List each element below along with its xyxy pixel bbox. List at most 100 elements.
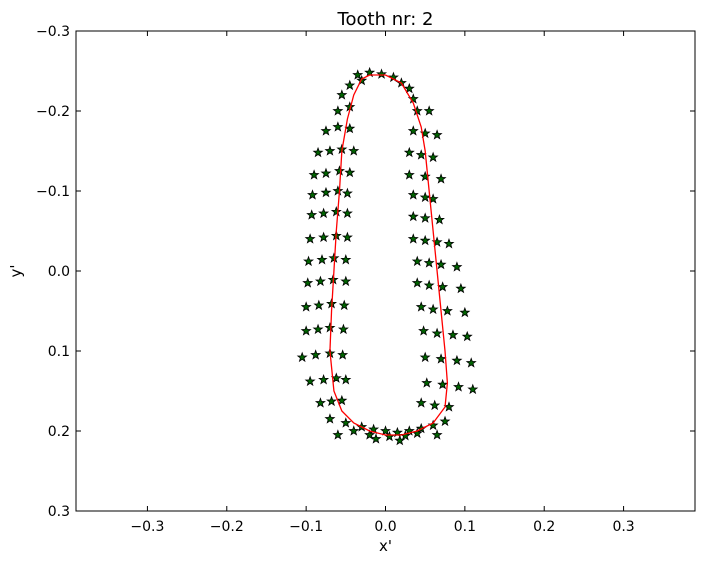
star-marker xyxy=(337,349,349,360)
star-marker xyxy=(303,255,315,267)
star-marker xyxy=(423,105,435,116)
star-marker xyxy=(320,125,332,136)
star-marker xyxy=(341,207,353,219)
y-tick-label: 0.3 xyxy=(48,504,70,520)
y-tick-label: 0.1 xyxy=(48,344,70,360)
star-marker xyxy=(437,281,449,292)
star-marker xyxy=(411,277,423,288)
star-marker xyxy=(318,374,330,385)
star-marker xyxy=(453,381,464,392)
star-marker xyxy=(348,425,360,436)
star-marker xyxy=(435,353,447,364)
star-marker xyxy=(312,323,324,335)
star-marker xyxy=(407,125,419,136)
star-marker xyxy=(368,423,380,435)
star-marker xyxy=(337,323,349,335)
star-marker xyxy=(467,383,479,395)
y-tick-label: −0.1 xyxy=(36,184,70,200)
star-marker xyxy=(437,378,449,390)
star-marker xyxy=(324,145,336,156)
star-marker xyxy=(340,417,352,428)
star-marker xyxy=(352,69,364,80)
star-marker xyxy=(419,351,431,363)
star-marker xyxy=(313,299,325,311)
star-marker xyxy=(429,399,441,411)
star-marker xyxy=(433,214,445,225)
star-marker xyxy=(421,377,433,388)
star-marker xyxy=(461,330,473,342)
star-marker xyxy=(340,275,352,287)
star-marker xyxy=(344,166,356,178)
star-marker xyxy=(326,395,338,407)
star-marker xyxy=(296,351,308,363)
star-marker xyxy=(431,429,443,440)
ticks-layer: −0.3 −0.2 −0.1 0.0 0.1 0.2 0.3 −0.3 −0.2 −0.1 0.0 0… xyxy=(36,24,695,535)
star-marker xyxy=(403,146,415,158)
plot-layer xyxy=(296,66,479,446)
y-tick-label: −0.3 xyxy=(36,24,70,40)
plot-background xyxy=(76,31,695,511)
star-marker xyxy=(415,301,427,312)
star-marker xyxy=(418,325,430,336)
star-marker xyxy=(435,173,447,184)
star-marker xyxy=(324,413,336,424)
star-marker xyxy=(316,254,328,265)
star-marker xyxy=(419,234,431,246)
star-marker xyxy=(332,121,344,132)
star-marker xyxy=(370,433,382,444)
star-marker xyxy=(332,429,344,440)
star-marker xyxy=(336,394,348,406)
star-marker xyxy=(333,165,345,176)
chart-title: Tooth nr: 2 xyxy=(337,9,434,30)
star-marker xyxy=(332,105,344,116)
star-marker xyxy=(314,397,326,408)
star-marker xyxy=(423,279,435,291)
star-marker xyxy=(318,207,330,219)
y-tick-label: 0.2 xyxy=(48,424,70,440)
star-marker xyxy=(304,233,316,244)
y-tick-label: −0.2 xyxy=(36,104,70,120)
star-marker xyxy=(364,429,376,440)
contour-line xyxy=(329,74,449,436)
star-marker xyxy=(415,149,427,160)
star-marker xyxy=(380,425,391,436)
star-marker xyxy=(427,151,439,163)
star-marker xyxy=(441,305,453,316)
star-marker xyxy=(310,349,322,360)
star-marker xyxy=(320,167,332,179)
star-marker xyxy=(435,258,447,270)
star-marker xyxy=(431,129,443,140)
star-marker xyxy=(439,415,451,427)
star-marker xyxy=(455,282,467,294)
star-marker xyxy=(407,189,419,200)
star-marker xyxy=(300,301,312,312)
x-tick-label: −0.3 xyxy=(130,519,164,535)
star-marker xyxy=(403,82,415,94)
star-marker xyxy=(332,185,344,196)
star-marker xyxy=(447,329,459,340)
x-tick-label: 0.0 xyxy=(374,519,396,535)
star-marker xyxy=(300,325,312,336)
star-marker xyxy=(340,254,352,265)
star-marker xyxy=(306,209,318,220)
star-marker xyxy=(344,79,356,91)
star-marker xyxy=(340,374,352,385)
star-marker xyxy=(318,231,330,243)
star-marker xyxy=(431,327,443,339)
star-marker xyxy=(324,322,336,333)
star-marker xyxy=(376,68,388,79)
star-marker xyxy=(411,255,423,267)
star-marker xyxy=(459,306,471,318)
star-marker xyxy=(320,186,332,198)
x-tick-label: −0.1 xyxy=(289,519,323,535)
star-marker xyxy=(419,212,431,223)
y-tick-label: 0.0 xyxy=(48,264,70,280)
star-marker xyxy=(307,189,318,200)
star-marker xyxy=(419,191,431,203)
star-marker xyxy=(312,146,324,158)
y-axis-label: y' xyxy=(7,264,25,277)
star-marker xyxy=(407,210,419,222)
star-marker xyxy=(411,105,423,116)
x-tick-label: −0.2 xyxy=(210,519,244,535)
star-marker xyxy=(394,434,406,446)
